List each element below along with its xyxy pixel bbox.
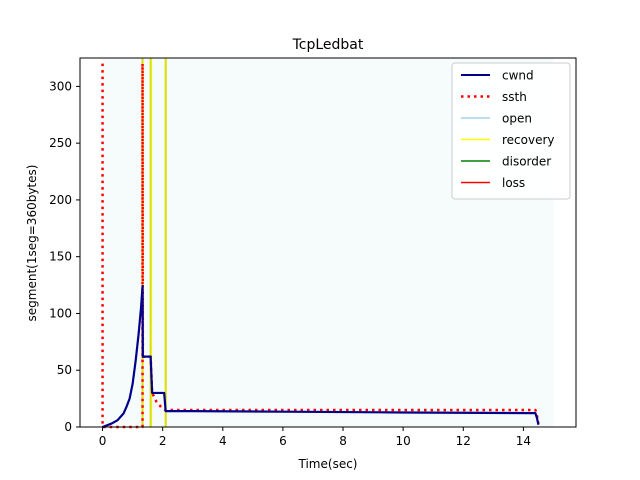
x-axis-ticks: 0 2 4 6 8 10 12 14	[99, 427, 531, 448]
legend: cwnd ssth open recovery disorder loss	[451, 62, 571, 200]
x-tick-label: 14	[516, 434, 531, 448]
y-tick-label: 250	[49, 136, 72, 150]
y-tick-label: 150	[49, 250, 72, 264]
legend-label-recovery: recovery	[502, 133, 555, 147]
x-axis-label: Time(sec)	[298, 457, 358, 471]
x-tick-label: 2	[159, 434, 167, 448]
x-tick-label: 8	[339, 434, 347, 448]
y-tick-label: 300	[49, 79, 72, 93]
legend-label-ssth: ssth	[502, 90, 527, 104]
legend-label-loss: loss	[502, 176, 525, 190]
chart-title: TcpLedbat	[292, 37, 364, 53]
x-tick-label: 10	[396, 434, 411, 448]
y-tick-label: 0	[64, 420, 72, 434]
plot-frame	[79, 57, 577, 428]
x-tick-label: 12	[456, 434, 471, 448]
y-axis-ticks: 0 50 100 150 200 250 300	[49, 79, 80, 434]
y-tick-label: 100	[49, 306, 72, 320]
y-tick-label: 200	[49, 193, 72, 207]
x-tick-label: 4	[219, 434, 227, 448]
y-axis-label: segment(1seg=360bytes)	[25, 165, 39, 322]
y-tick-label: 50	[57, 363, 72, 377]
x-tick-label: 6	[279, 434, 287, 448]
legend-label-open: open	[502, 112, 532, 126]
legend-label-disorder: disorder	[502, 155, 551, 169]
series-line-cwnd	[102, 285, 540, 429]
legend-label-cwnd: cwnd	[502, 69, 534, 83]
x-tick-label: 0	[99, 434, 107, 448]
